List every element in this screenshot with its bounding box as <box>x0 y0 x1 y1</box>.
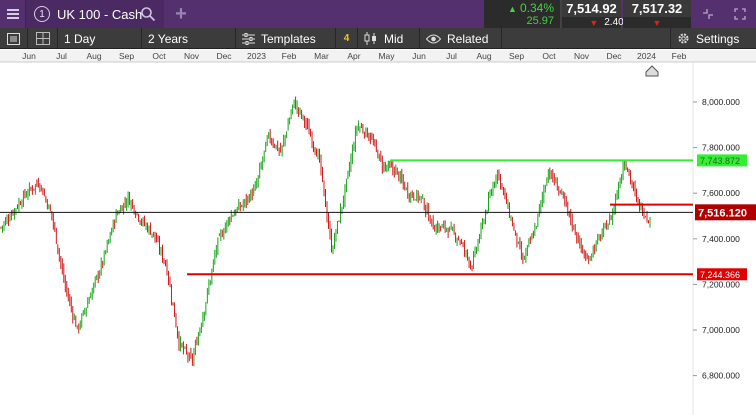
add-tab-icon[interactable]: + <box>175 2 187 25</box>
list-view-button[interactable] <box>0 28 28 49</box>
templates-button[interactable]: Templates <box>236 28 336 49</box>
present-marker-icon <box>645 65 659 77</box>
y-tick-label: 7,600.000 <box>702 188 740 198</box>
x-tick-label: Dec <box>606 51 622 61</box>
change-points: 25.97 <box>526 14 554 27</box>
x-tick-label: May <box>378 51 395 61</box>
gear-icon <box>678 33 689 44</box>
x-tick-label: Nov <box>184 51 200 61</box>
hamburger-icon <box>6 9 19 19</box>
x-tick-label: 2024 <box>637 51 656 61</box>
sell-price-box[interactable]: 7,514.92 ▼ 2.40 <box>562 0 624 28</box>
minimize-icon[interactable] <box>702 8 714 20</box>
change-up-icon: ▲ <box>508 3 517 14</box>
menu-button[interactable] <box>0 0 26 28</box>
settings-label: Settings <box>696 31 740 46</box>
eye-icon <box>426 34 441 43</box>
time-axis <box>0 50 756 62</box>
x-tick-label: Jun <box>22 51 36 61</box>
x-tick-label: Oct <box>542 51 556 61</box>
y-tick-label: 8,000.000 <box>702 97 740 107</box>
window-controls <box>692 0 756 28</box>
instrument-tab[interactable]: 1 UK 100 - Cash <box>26 0 164 28</box>
y-tick-label: 7,800.000 <box>702 143 740 153</box>
current-price-label-bg <box>695 204 756 221</box>
sell-down-icon: ▼ <box>589 17 599 28</box>
grid-icon <box>35 32 50 45</box>
current-price-label: 7,516.120 <box>698 207 747 219</box>
resistance-label-bg <box>697 154 747 167</box>
support-label-bg <box>697 268 747 281</box>
x-tick-label: Nov <box>574 51 590 61</box>
candlestick-icon <box>364 32 376 45</box>
price-chart[interactable]: Jun Jul Aug Sep Oct Nov Dec 2023 Feb Mar Apr May Jun… <box>0 50 756 415</box>
range-selector[interactable]: 2 Years <box>142 28 236 49</box>
templates-label: Templates <box>261 31 316 46</box>
x-tick-label: Sep <box>509 51 524 61</box>
spread: 2.40 <box>604 17 624 28</box>
list-icon <box>7 32 20 45</box>
y-tick-label: 7,400.000 <box>702 234 740 244</box>
y-tick-label: 7,000.000 <box>702 325 740 335</box>
layout-button[interactable] <box>28 28 58 49</box>
x-tick-label: Aug <box>476 51 491 61</box>
y-tick-label: 7,200.000 <box>702 279 740 289</box>
x-tick-label: Dec <box>216 51 232 61</box>
related-label: Related <box>447 31 489 46</box>
buy-down-icon: ▼ <box>652 17 662 28</box>
x-tick-label: Feb <box>282 51 297 61</box>
chart-toolbar: 1 Day 2 Years Templates 4 Mid Related Se… <box>0 28 756 49</box>
price-type-label: Mid <box>384 31 404 46</box>
x-tick-label: Oct <box>152 51 166 61</box>
buy-price-box[interactable]: 7,517.32 ▼ <box>623 0 691 28</box>
chart-canvas[interactable]: Jun Jul Aug Sep Oct Nov Dec 2023 Feb Mar Apr May Jun… <box>0 50 756 415</box>
x-tick-label: Jul <box>56 51 67 61</box>
x-tick-label: Apr <box>347 51 360 61</box>
x-tick-label: 2023 <box>247 51 266 61</box>
related-button[interactable]: Related <box>420 28 502 49</box>
price-type-selector[interactable]: Mid <box>358 28 420 49</box>
change-percent: 0.34% <box>519 0 554 15</box>
settings-button[interactable]: Settings <box>670 28 756 49</box>
x-tick-label: Aug <box>86 51 101 61</box>
maximize-icon[interactable] <box>734 8 746 20</box>
instrument-name: UK 100 - Cash <box>57 6 143 22</box>
resistance-label: 7,743.872 <box>700 156 740 166</box>
header-bar: 1 UK 100 - Cash + ▲ 0.34% 25.97 7,514.92 … <box>0 0 756 28</box>
y-tick-label: 6,800.000 <box>702 371 740 381</box>
templates-count-badge: 4 <box>336 28 358 49</box>
interval-selector[interactable]: 1 Day <box>58 28 142 49</box>
x-tick-label: Jun <box>412 51 426 61</box>
x-tick-label: Sep <box>119 51 134 61</box>
x-tick-label: Jul <box>446 51 457 61</box>
search-icon[interactable] <box>140 6 156 22</box>
support-label: 7,244.366 <box>700 270 740 280</box>
templates-icon <box>242 32 255 45</box>
sell-price: 7,514.92 <box>562 0 621 17</box>
x-tick-label: Mar <box>314 51 329 61</box>
candles-group <box>0 96 651 367</box>
tab-number-badge: 1 <box>34 6 50 22</box>
buy-price: 7,517.32 <box>623 0 691 17</box>
x-tick-label: Feb <box>672 51 687 61</box>
daily-change: ▲ 0.34% 25.97 <box>484 0 561 28</box>
